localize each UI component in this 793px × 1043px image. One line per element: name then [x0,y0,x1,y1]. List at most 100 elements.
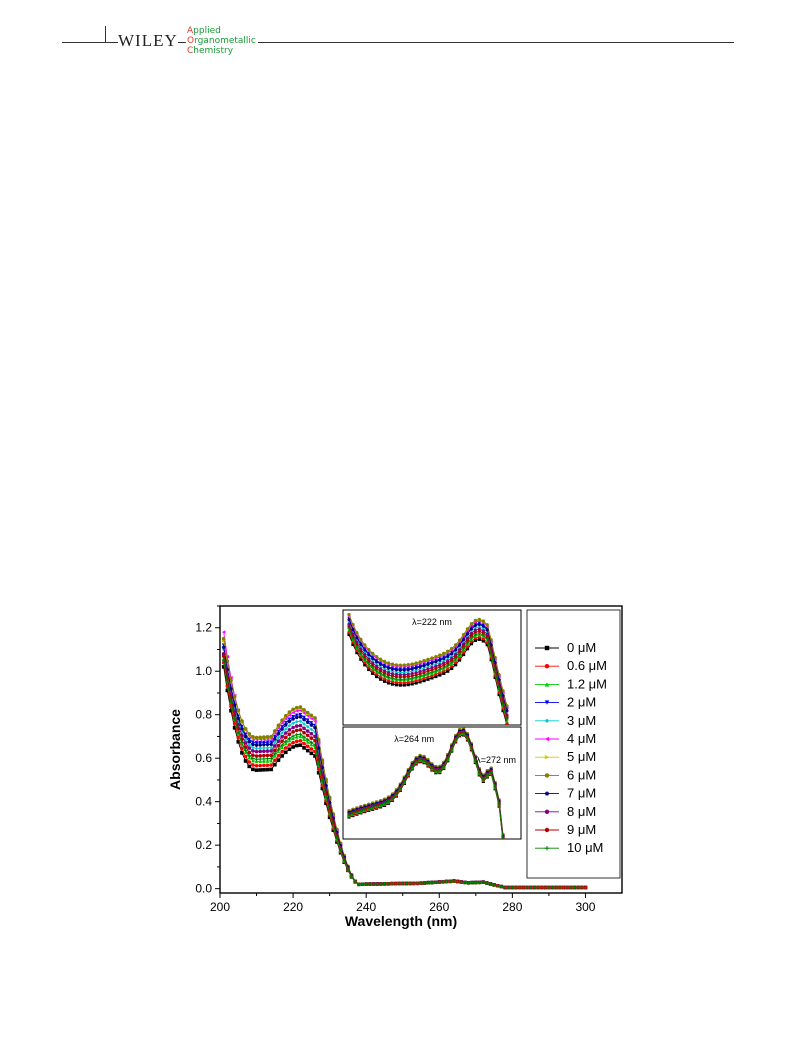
inset-data-point [473,759,477,763]
legend-label: 8 μM [567,804,596,819]
inset-data-point [505,881,508,884]
inset-data-point [355,645,359,649]
data-point [532,885,537,890]
data-point [353,879,358,884]
legend-marker [544,809,550,814]
inset-data-point [481,631,485,635]
data-point [262,763,266,768]
data-point [444,879,449,884]
data-point [302,746,306,750]
data-point [254,768,259,772]
data-point [232,695,237,699]
inset-data-point [402,668,406,672]
legend-label: 3 μM [567,713,596,728]
data-point [294,735,299,739]
inset-data-point [485,773,489,777]
data-point [273,752,277,756]
inset-series-group [347,612,509,725]
data-point [305,724,310,729]
inset-data-point [386,681,391,685]
inset-data-point [375,655,379,659]
inset-data-point [394,683,398,687]
inset-data-point [497,802,501,806]
data-point [262,757,266,761]
inset-series-group [347,727,508,884]
legend-marker [544,755,550,760]
data-point [309,751,314,756]
data-point [265,742,270,747]
inset-data-point [485,628,489,632]
data-point [280,754,284,758]
inset-data-point [379,669,383,673]
data-point [294,705,299,710]
data-point [287,738,292,743]
data-point [539,885,544,890]
inset-data-point [430,766,434,770]
data-point [298,734,303,739]
plot-frame [219,605,623,894]
inset-data-point [371,671,375,675]
inset-data-point [501,839,504,842]
inset-data-point [359,657,363,661]
data-point [254,764,259,768]
data-point [287,736,292,741]
inset-data-point [458,732,462,736]
data-point [273,758,277,763]
inset-data-point [446,661,450,665]
inset-data-point [446,659,450,663]
legend-box [526,609,621,879]
data-point [265,759,270,763]
data-point [287,732,292,736]
data-point [430,880,434,885]
data-point [258,735,262,740]
inset-data-point [442,661,446,665]
data-point [305,748,310,753]
inset-data-point [434,662,438,666]
inset-data-point [489,658,493,662]
inset-data-point [394,672,398,677]
data-point [316,770,321,775]
inset-data-point [442,651,446,655]
data-point [287,723,292,728]
inset-data-point [469,627,474,631]
data-point [448,879,453,884]
data-point [258,740,262,745]
data-point [265,756,270,761]
inset-data-point [422,678,426,683]
data-point [580,885,584,890]
inset-data-point [458,652,462,656]
data-point [364,882,368,886]
data-point [247,742,252,747]
data-point [569,885,573,890]
data-point [287,710,292,714]
data-point [243,737,248,742]
legend-label: 4 μM [567,731,596,746]
inset-data-point [497,692,501,697]
inset-data-point [418,665,422,669]
data-point [236,716,241,721]
y-tick-label: 0.8 [195,708,212,722]
inset-data-point [347,624,351,629]
data-point [240,751,244,755]
x-tick-label: 280 [502,900,522,914]
data-point [265,763,270,768]
inset-data-point [355,810,359,814]
inset-data-point [501,837,505,839]
inset-data-point [485,635,489,639]
inset-data-point [371,656,375,661]
data-point [221,645,226,650]
inset-data-point [382,801,387,806]
data-point [273,734,277,739]
data-point [375,882,379,886]
inset-data-point [406,682,410,687]
x-tick-label: 260 [429,900,449,914]
data-point [309,736,314,740]
data-point [349,874,354,879]
data-point [305,710,310,715]
inset-data-point [379,662,383,666]
data-point [280,745,284,750]
inset-data-point [371,661,375,665]
inset-data-point [367,647,371,652]
legend-label: 0.6 μM [567,658,607,673]
inset-data-point [505,718,509,722]
